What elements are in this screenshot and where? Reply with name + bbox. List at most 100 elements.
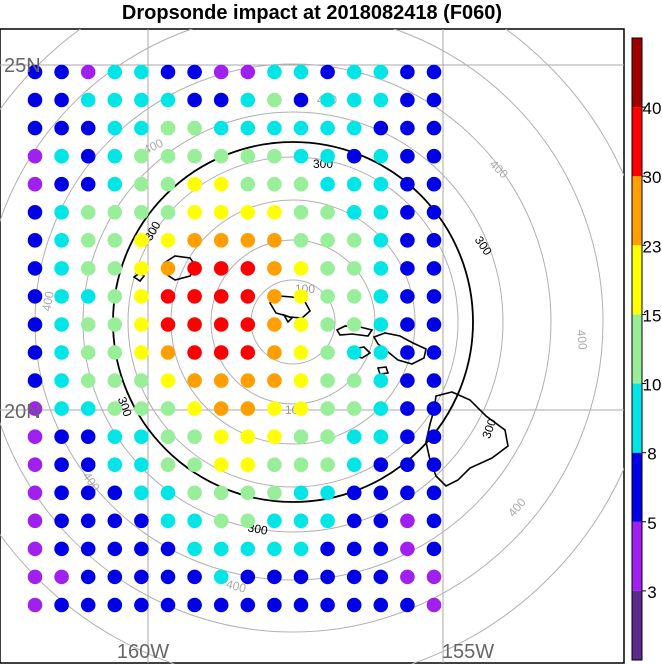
colorbar-tick-label: 5 — [647, 514, 656, 533]
impact-dot — [320, 597, 335, 613]
impact-dot — [426, 513, 442, 529]
axis-labels: 25N 20N 160W 155W — [4, 55, 494, 663]
impact-dot — [160, 513, 176, 529]
impact-dot — [293, 429, 309, 445]
impact-dot — [187, 373, 202, 388]
colorbar-tick-label: 15 — [643, 306, 662, 325]
impact-dot — [240, 92, 256, 108]
impact-dot — [213, 120, 229, 136]
impact-dot — [426, 345, 442, 360]
impact-dot — [320, 569, 335, 585]
impact-dot — [80, 176, 96, 192]
ring-label: 300 — [479, 417, 499, 441]
impact-dot — [134, 289, 149, 304]
impact-dot — [426, 64, 442, 80]
impact-dot — [240, 569, 256, 585]
impact-dot — [400, 64, 415, 80]
impact-dot — [187, 148, 202, 164]
impact-dot — [107, 233, 123, 248]
island-coastline — [282, 313, 294, 324]
colorbar-tick-label: 8 — [647, 445, 656, 464]
impact-dot — [54, 541, 69, 557]
colorbar-segment — [632, 245, 642, 315]
impact-dot — [267, 597, 282, 613]
impact-dot — [213, 317, 229, 332]
ring-label: 400 — [574, 329, 590, 350]
impact-dot — [27, 457, 43, 473]
impact-dot — [400, 205, 415, 220]
impact-dot — [213, 205, 229, 220]
impact-dot — [346, 513, 362, 529]
impact-dot — [54, 373, 69, 388]
impact-dot — [320, 92, 335, 108]
colorbar-tick-label: 30 — [643, 168, 662, 187]
distance-ring — [127, 156, 459, 488]
impact-dot — [373, 457, 389, 473]
impact-dot — [187, 289, 202, 304]
impact-dot — [426, 120, 442, 136]
impact-dot — [187, 261, 202, 276]
impact-dot — [293, 485, 309, 501]
impact-dot — [54, 205, 69, 220]
impact-dot — [240, 429, 256, 445]
impact-dot — [240, 317, 256, 332]
impact-dot — [320, 176, 335, 192]
impact-dot — [346, 289, 362, 304]
impact-dot — [54, 317, 69, 332]
impact-dot — [213, 457, 229, 473]
impact-dot — [267, 513, 282, 529]
impact-dot — [134, 597, 149, 613]
impact-dot — [107, 148, 123, 164]
impact-dot — [187, 569, 202, 585]
impact-dot — [240, 289, 256, 304]
colorbar-segment — [632, 176, 642, 246]
impact-dot — [80, 92, 96, 108]
impact-dot — [373, 541, 389, 557]
impact-dot — [134, 429, 149, 445]
impact-dot — [160, 345, 176, 360]
impact-dot — [293, 120, 309, 136]
impact-dot — [134, 569, 149, 585]
impact-dot — [54, 289, 69, 304]
impact-dot — [400, 429, 415, 445]
impact-dot — [267, 345, 282, 360]
impact-dot — [346, 148, 362, 164]
impact-dot — [240, 597, 256, 613]
impact-dot — [346, 317, 362, 332]
impact-dot — [400, 401, 415, 416]
impact-dot — [293, 176, 309, 192]
impact-dot — [320, 233, 335, 248]
impact-dot — [54, 120, 69, 136]
impact-dot — [160, 120, 176, 136]
colorbar-segment — [632, 452, 642, 522]
impact-dot — [54, 176, 69, 192]
impact-dot — [27, 92, 43, 108]
impact-dot — [80, 569, 96, 585]
impact-dot — [80, 457, 96, 473]
impact-dot — [426, 541, 442, 557]
impact-dot — [400, 345, 415, 360]
colorbar-frame — [631, 37, 643, 661]
impact-dot — [27, 317, 43, 332]
impact-dot — [373, 429, 389, 445]
impact-dot — [27, 233, 43, 248]
impact-dot — [213, 401, 229, 416]
impact-dot — [267, 261, 282, 276]
impact-dot — [240, 513, 256, 529]
impact-dot — [426, 205, 442, 220]
impact-dot — [293, 64, 309, 80]
impact-dot — [160, 261, 176, 276]
impact-dot — [346, 345, 362, 360]
impact-dot — [240, 64, 256, 80]
impact-dot — [187, 64, 202, 80]
impact-dot — [187, 205, 202, 220]
impact-dot — [400, 233, 415, 248]
impact-dot — [213, 373, 229, 388]
impact-dot — [240, 261, 256, 276]
impact-dot — [240, 401, 256, 416]
impact-dot — [426, 317, 442, 332]
impact-dot — [293, 205, 309, 220]
impact-dot — [373, 92, 389, 108]
impact-dot — [293, 569, 309, 585]
chart-title: Dropsonde impact at 2018082418 (F060) — [121, 2, 503, 24]
